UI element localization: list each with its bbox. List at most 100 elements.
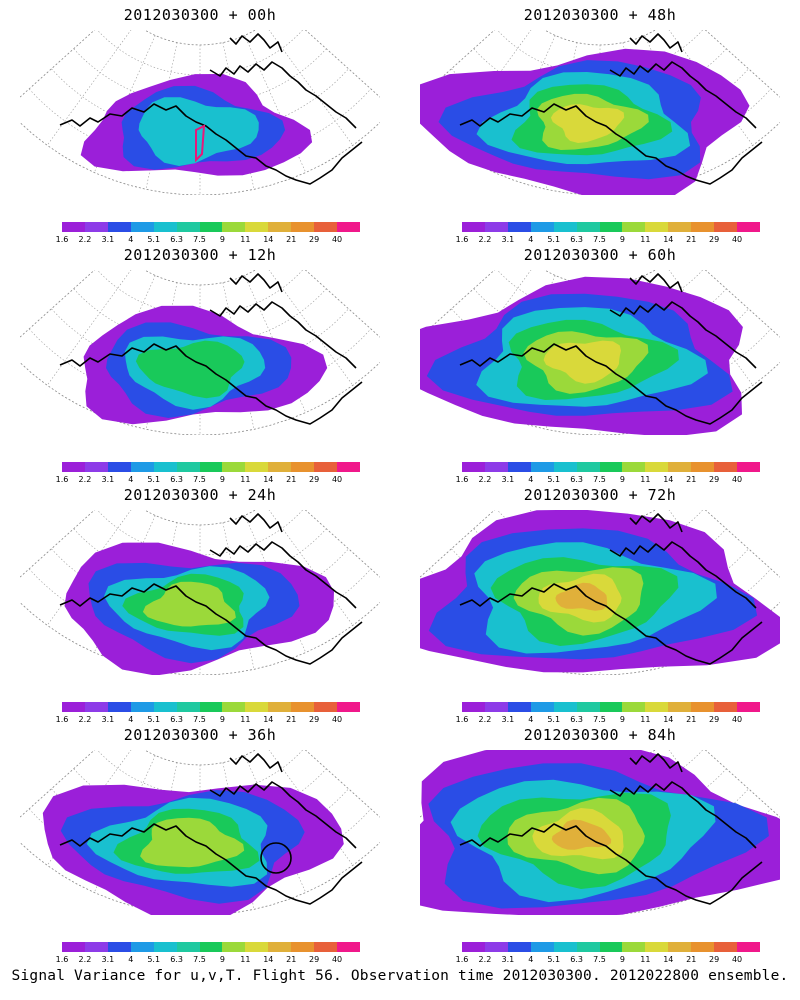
colorbar-tick-label: 6.3	[570, 235, 583, 244]
colorbar-tick-label: 4	[128, 955, 134, 964]
coastline	[209, 781, 357, 849]
colorbar-swatch	[599, 702, 623, 712]
colorbar-swatch	[645, 942, 669, 952]
colorbar-swatch	[199, 222, 223, 232]
colorbar-swatch	[599, 942, 623, 952]
latitude-gridline	[96, 270, 304, 316]
variance-map	[20, 510, 380, 675]
variance-map	[420, 510, 780, 675]
map-panel: 2012030300 + 60h 1.6 2.2 3.1 4 5.1 6.3 7.5 9 11 1…	[400, 240, 800, 485]
colorbar-tick-label: 21	[686, 235, 697, 244]
colorbar-swatch	[622, 942, 646, 952]
variance-map	[20, 750, 380, 915]
colorbar-swatch	[737, 462, 760, 472]
colorbar-swatch	[622, 462, 646, 472]
colorbar-swatch	[553, 222, 577, 232]
coastline	[629, 513, 683, 533]
colorbar-swatch	[107, 462, 131, 472]
coastline	[59, 103, 363, 185]
highlight-circle	[260, 842, 292, 874]
colorbar-tick-label: 4	[128, 235, 134, 244]
variance-contour	[543, 340, 621, 384]
colorbar-tick-label: 6.3	[170, 955, 183, 964]
colorbar-tick-label: 7.5	[193, 235, 206, 244]
colorbar-swatch	[645, 702, 669, 712]
colorbar-tick-label: 4	[528, 235, 534, 244]
colorbar-swatch	[622, 702, 646, 712]
colorbar-tick-label: 14	[663, 955, 674, 964]
colorbar-tick-label: 7.5	[593, 955, 606, 964]
colorbar-swatch	[84, 462, 108, 472]
coastline	[229, 753, 283, 773]
colorbar-swatch	[199, 702, 223, 712]
colorbar-tick-label: 2.2	[78, 475, 92, 484]
colorbar-tick-label: 14	[663, 715, 674, 724]
coastline	[459, 583, 763, 665]
variance-contour	[555, 582, 608, 611]
colorbar-swatch	[530, 222, 554, 232]
colorbar-tick-label: 29	[709, 715, 720, 724]
colorbar-swatch	[668, 702, 692, 712]
colorbar-labels: 1.6 2.2 3.1 4 5.1 6.3 7.5 9 11 14 21 29 40	[52, 475, 372, 487]
colorbar-tick-label: 21	[686, 715, 697, 724]
panel-title: 2012030300 + 24h	[123, 486, 277, 504]
map-panel: 2012030300 + 00h 1.6 2.2 3.1 4 5.1 6.3 7.5 9 11 1…	[0, 0, 400, 245]
variance-map	[420, 30, 780, 195]
colorbar-tick-label: 14	[263, 235, 274, 244]
colorbar-swatch	[337, 222, 360, 232]
colorbar-tick-label: 2.2	[478, 475, 492, 484]
colorbar-tick-label: 1.6	[455, 955, 469, 964]
colorbar-swatch	[737, 942, 760, 952]
colorbar-swatch	[553, 462, 577, 472]
colorbar-labels: 1.6 2.2 3.1 4 5.1 6.3 7.5 9 11 14 21 29 40	[452, 475, 772, 487]
colorbar-swatch	[107, 222, 131, 232]
colorbar-tick-label: 9	[619, 715, 625, 724]
colorbar-tick-label: 4	[128, 715, 134, 724]
colorbar-tick-label: 14	[263, 715, 274, 724]
longitude-gridline	[244, 755, 307, 893]
colorbar-swatch	[130, 462, 154, 472]
colorbar	[62, 702, 360, 712]
coastline	[629, 753, 683, 773]
colorbar-swatch	[130, 942, 154, 952]
colorbar-tick-label: 5.1	[547, 475, 561, 484]
colorbar-swatch	[576, 702, 600, 712]
colorbar-tick-label: 7.5	[593, 235, 606, 244]
variance-contour	[550, 104, 625, 143]
colorbar-swatch	[130, 222, 154, 232]
longitude-gridline	[93, 515, 156, 653]
colorbar-swatch	[645, 462, 669, 472]
colorbar-tick-label: 7.5	[193, 715, 206, 724]
colorbar-tick-label: 4	[128, 475, 134, 484]
map-panel: 2012030300 + 24h 1.6 2.2 3.1 4 5.1 6.3 7.5 9 11 1…	[0, 480, 400, 725]
coastline	[229, 513, 283, 533]
coastline	[209, 301, 357, 369]
colorbar-tick-label: 1.6	[55, 955, 69, 964]
colorbar-swatch	[622, 222, 646, 232]
latitude-gridline	[96, 30, 304, 76]
colorbar-swatch	[714, 462, 738, 472]
colorbar-swatch	[462, 942, 485, 952]
coastline	[459, 823, 763, 905]
colorbar-tick-label: 14	[663, 235, 674, 244]
colorbar-swatch	[576, 222, 600, 232]
colorbar-swatch	[668, 222, 692, 232]
colorbar-swatch	[268, 942, 292, 952]
longitude-gridline	[93, 35, 156, 173]
coastline	[609, 61, 757, 129]
panel-title: 2012030300 + 48h	[523, 6, 677, 24]
colorbar-tick-label: 3.1	[101, 715, 115, 724]
colorbar-swatch	[314, 462, 338, 472]
colorbar-tick-label: 21	[686, 475, 697, 484]
longitude-gridline	[93, 755, 156, 893]
colorbar-tick-label: 3.1	[101, 955, 115, 964]
colorbar-swatch	[462, 222, 485, 232]
colorbar-tick-label: 3.1	[101, 475, 115, 484]
colorbar-tick-label: 11	[240, 955, 251, 964]
colorbar-tick-label: 11	[640, 715, 651, 724]
colorbar-swatch	[130, 702, 154, 712]
colorbar-swatch	[222, 462, 246, 472]
colorbar-tick-label: 1.6	[55, 475, 69, 484]
colorbar-tick-label: 40	[331, 235, 343, 244]
coastline	[609, 541, 757, 609]
